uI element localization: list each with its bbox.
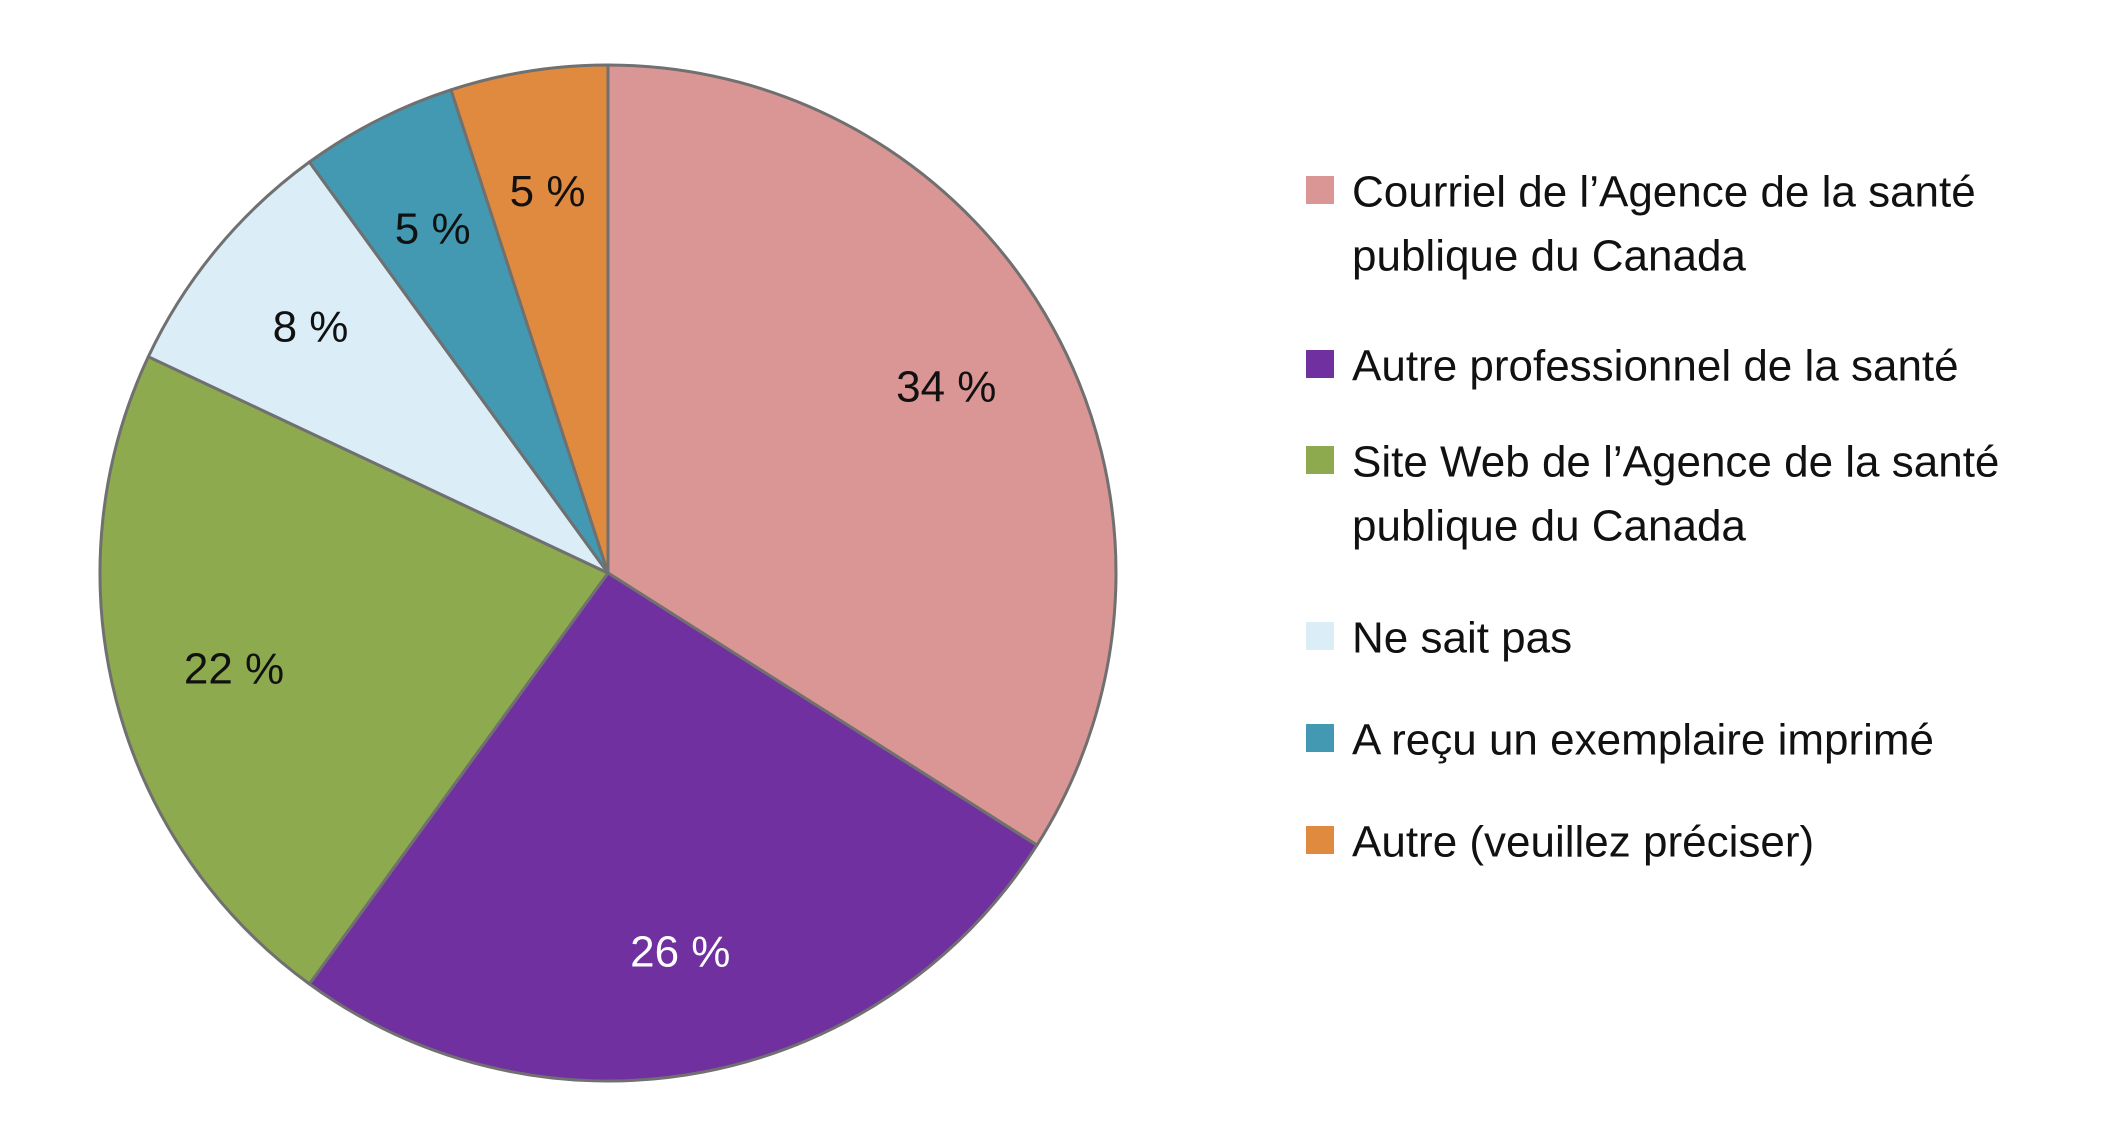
legend-swatch-1 (1306, 176, 1334, 204)
legend-item-4: Ne sait pas (1306, 614, 1572, 663)
pie-slice-6 (449, 63, 610, 575)
pie-data-labels: 34 % 26 % 22 % 8 % 5 % 5 % (184, 167, 997, 977)
legend-item-2: Autre professionnel de la santé (1306, 342, 1959, 391)
pie-slice-4 (146, 160, 610, 575)
legend-item-1: Courriel de l’Agence de la santé publique… (1306, 168, 1976, 281)
slice-value-label-4: 8 % (273, 302, 349, 351)
slice-value-label-2: 26 % (630, 928, 730, 977)
pie-slice-5 (307, 88, 610, 575)
legend-swatch-6 (1306, 826, 1334, 854)
legend-label-1-line-1: Courriel de l’Agence de la santé (1352, 168, 1976, 217)
slice-value-label-1: 34 % (896, 363, 996, 412)
legend-label-3-line-1: Site Web de l’Agence de la santé (1352, 438, 1999, 487)
legend-swatch-3 (1306, 446, 1334, 474)
legend-item-3: Site Web de l’Agence de la santé publique… (1306, 438, 1999, 551)
legend-label-3-line-2: publique du Canada (1352, 502, 1746, 551)
legend-item-5: A reçu un exemplaire imprimé (1306, 716, 1934, 765)
legend-label-2: Autre professionnel de la santé (1352, 342, 1959, 391)
legend-item-6: Autre (veuillez préciser) (1306, 818, 1814, 867)
legend-swatch-5 (1306, 724, 1334, 752)
pie-slice-2 (307, 571, 1039, 1083)
pie-slices (98, 63, 1118, 1083)
slice-value-label-3: 22 % (184, 645, 284, 694)
legend-label-6: Autre (veuillez préciser) (1352, 818, 1814, 867)
legend-swatch-2 (1306, 350, 1334, 378)
legend: Courriel de l’Agence de la santé publique… (1306, 168, 1999, 867)
legend-label-4: Ne sait pas (1352, 614, 1572, 663)
legend-label-5: A reçu un exemplaire imprimé (1352, 716, 1934, 765)
slice-value-label-6: 5 % (510, 167, 586, 216)
slice-value-label-5: 5 % (395, 205, 471, 254)
legend-swatch-4 (1306, 622, 1334, 650)
legend-label-1-line-2: publique du Canada (1352, 232, 1746, 281)
pie-slice-1 (606, 63, 1118, 847)
